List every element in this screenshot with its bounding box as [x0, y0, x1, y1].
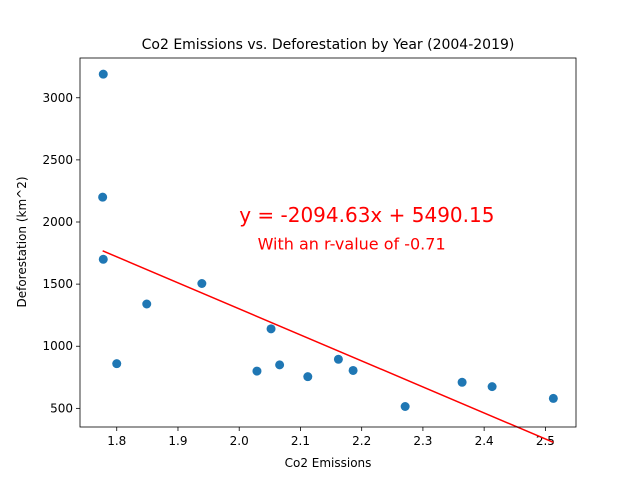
data-point: [98, 254, 108, 264]
plot-area: 1.8 1.9 2.0 2.1 2.2 2.3 2.4 2.55001000150020002…: [42, 57, 577, 448]
data-point: [266, 324, 276, 334]
x-tick-label: 2.3: [413, 434, 432, 448]
x-tick-label: 2.1: [291, 434, 310, 448]
x-tick-label: 1.8: [107, 434, 126, 448]
data-point: [112, 359, 122, 369]
x-tick-label: 2.0: [230, 434, 249, 448]
r-value-annotation: With an r-value of -0.71: [258, 234, 446, 253]
data-point: [252, 366, 262, 376]
x-axis-label: Co2 Emissions: [285, 456, 372, 470]
y-tick-label: 2500: [42, 153, 73, 167]
y-axis-label: Deforestation (km^2): [15, 176, 29, 307]
y-tick-label: 500: [50, 401, 73, 415]
y-tick-label: 1500: [42, 277, 73, 291]
data-point: [142, 299, 152, 309]
data-point: [348, 365, 358, 375]
y-tick-label: 3000: [42, 91, 73, 105]
regression-equation-annotation: y = -2094.63x + 5490.15: [239, 203, 494, 227]
data-point: [457, 377, 467, 387]
y-tick-label: 1000: [42, 339, 73, 353]
x-tick-label: 1.9: [168, 434, 187, 448]
data-point: [400, 402, 410, 411]
data-point: [98, 192, 108, 202]
chart-title: Co2 Emissions vs. Deforestation by Year …: [142, 37, 515, 53]
x-tick-label: 2.4: [475, 434, 494, 448]
x-tick-label: 2.2: [352, 434, 371, 448]
data-point: [487, 382, 497, 392]
data-point: [333, 354, 343, 364]
axes-frame: [79, 57, 577, 428]
regression-line: [102, 250, 554, 444]
data-point: [303, 372, 313, 382]
data-point: [275, 360, 285, 370]
data-point: [197, 279, 207, 288]
data-point: [98, 69, 108, 79]
y-tick-label: 2000: [42, 215, 73, 229]
data-point: [548, 393, 558, 403]
